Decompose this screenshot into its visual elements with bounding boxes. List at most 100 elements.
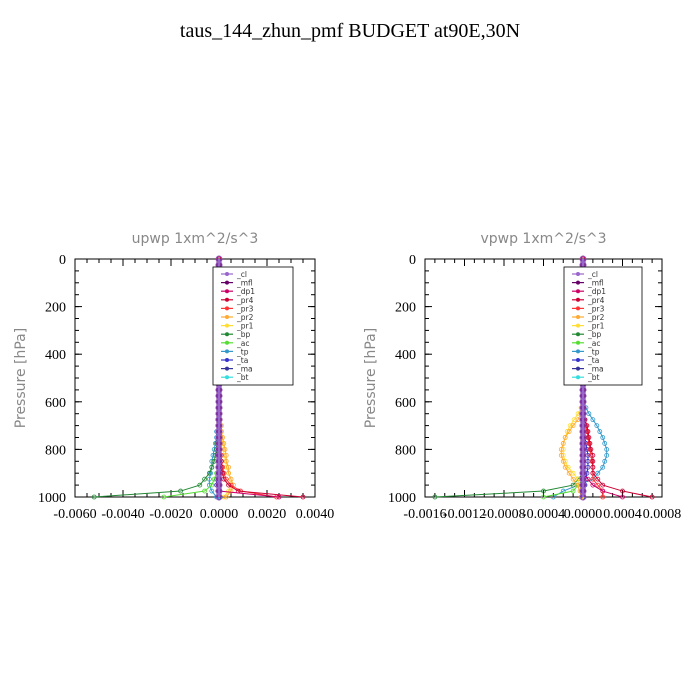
- data-point: [570, 423, 576, 429]
- legend-marker: [576, 297, 580, 302]
- data-point: [600, 435, 606, 440]
- y-tick-label: 400: [45, 348, 66, 363]
- legend-label: _pr2: [236, 313, 254, 322]
- legend-marker: [576, 358, 580, 362]
- x-tick-label: 0.0020: [248, 507, 287, 522]
- data-point: [223, 494, 229, 500]
- data-point: [600, 488, 606, 494]
- legend-marker: [576, 340, 580, 345]
- legend-label: _tp: [236, 347, 249, 356]
- data-point: [566, 470, 572, 476]
- legend-marker: [576, 332, 580, 337]
- data-point: [565, 464, 571, 470]
- data-point: [178, 488, 184, 494]
- data-point: [226, 464, 232, 470]
- data-point: [604, 452, 610, 458]
- data-point: [209, 488, 215, 494]
- legend-label: _pr1: [236, 322, 254, 331]
- legend-marker: [576, 280, 580, 285]
- data-point: [558, 452, 564, 458]
- legend-marker: [576, 272, 580, 276]
- legend-marker: [225, 323, 229, 328]
- panel-title: upwp 1xm^2/s^3: [132, 231, 259, 247]
- x-tick-label: -0.0008: [482, 507, 525, 522]
- legend-marker: [225, 315, 229, 319]
- legend-label: _pr2: [587, 313, 605, 322]
- data-point: [222, 446, 228, 452]
- y-tick-label: 1000: [388, 491, 416, 506]
- legend-label: _bt: [587, 373, 600, 382]
- data-point: [600, 464, 606, 470]
- y-tick-label: 200: [45, 301, 66, 316]
- data-point: [595, 482, 601, 488]
- data-point: [590, 417, 596, 423]
- data-point: [570, 488, 576, 494]
- y-tick-label: 800: [395, 443, 416, 458]
- data-point: [202, 488, 208, 494]
- data-point: [579, 493, 587, 501]
- y-tick-label: 600: [45, 396, 66, 411]
- panel-vpwp: vpwp 1xm^2/s^3 Pressure [hPa] 0 200 400 600 80…: [363, 231, 681, 522]
- data-point: [590, 470, 596, 476]
- data-point: [161, 494, 167, 500]
- data-point: [586, 411, 592, 417]
- y-tick-label: 0: [59, 253, 66, 268]
- data-point: [560, 441, 566, 446]
- data-point: [590, 482, 596, 488]
- legend-marker: [576, 315, 580, 319]
- series-line: [434, 259, 584, 498]
- data-point: [223, 458, 229, 464]
- series-line: [163, 259, 220, 498]
- series-line: [94, 259, 220, 498]
- legend-marker: [576, 289, 580, 294]
- data-point: [588, 446, 594, 452]
- x-tick-label: 0.0004: [603, 507, 642, 522]
- data-point: [223, 452, 229, 458]
- data-point: [649, 494, 655, 500]
- panel-upwp: upwp 1xm^2/s^3 Pressure [hPa] 0 200 400 600 80…: [13, 231, 334, 522]
- legend-label: _ta: [236, 356, 248, 365]
- data-point: [300, 494, 306, 500]
- data-point: [206, 470, 212, 476]
- y-axis-label: Pressure [hPa]: [13, 328, 29, 428]
- data-point: [586, 435, 592, 440]
- panel-title: vpwp 1xm^2/s^3: [480, 231, 606, 247]
- legend-label: _dp1: [236, 287, 255, 296]
- legend-marker: [576, 306, 580, 311]
- x-tick-label: 0.0000: [564, 507, 603, 522]
- data-point: [228, 488, 234, 494]
- data-point: [206, 476, 212, 482]
- y-tick-label: 0: [409, 253, 416, 268]
- data-point: [604, 446, 610, 452]
- legend-label: _bt: [236, 373, 249, 382]
- legend-label: _bp: [587, 330, 602, 339]
- legend-marker: [225, 272, 229, 276]
- data-point: [197, 482, 203, 488]
- data-point: [562, 435, 568, 440]
- legend-label: _pr4: [587, 296, 605, 305]
- legend-label: _bp: [236, 330, 251, 339]
- legend-label: _ma: [587, 365, 604, 374]
- legend-marker: [225, 366, 229, 371]
- data-point: [226, 470, 232, 476]
- x-tick-label: -0.0012: [443, 507, 486, 522]
- x-tick-label: 0.0008: [643, 507, 682, 522]
- data-point: [209, 482, 215, 488]
- data-point: [541, 494, 546, 500]
- data-point: [228, 476, 234, 482]
- data-point: [594, 423, 600, 429]
- x-tick-label: -0.0020: [149, 507, 192, 522]
- data-point: [566, 429, 572, 434]
- y-tick-label: 600: [395, 396, 416, 411]
- data-point: [620, 488, 625, 494]
- data-point: [590, 452, 596, 458]
- legend-marker: [225, 375, 229, 380]
- data-point: [570, 476, 576, 482]
- x-tick-label: -0.0060: [53, 507, 96, 522]
- data-point: [558, 446, 564, 452]
- series-bp: [91, 256, 222, 500]
- legend-marker: [225, 306, 229, 311]
- legend: _cl_mfl_dp1_pr4_pr3_pr2_pr1_bp_ac_tp_ta_…: [212, 266, 294, 386]
- legend: _cl_mfl_dp1_pr4_pr3_pr2_pr1_bp_ac_tp_ta_…: [563, 266, 643, 386]
- legend-label: _pr3: [236, 304, 254, 313]
